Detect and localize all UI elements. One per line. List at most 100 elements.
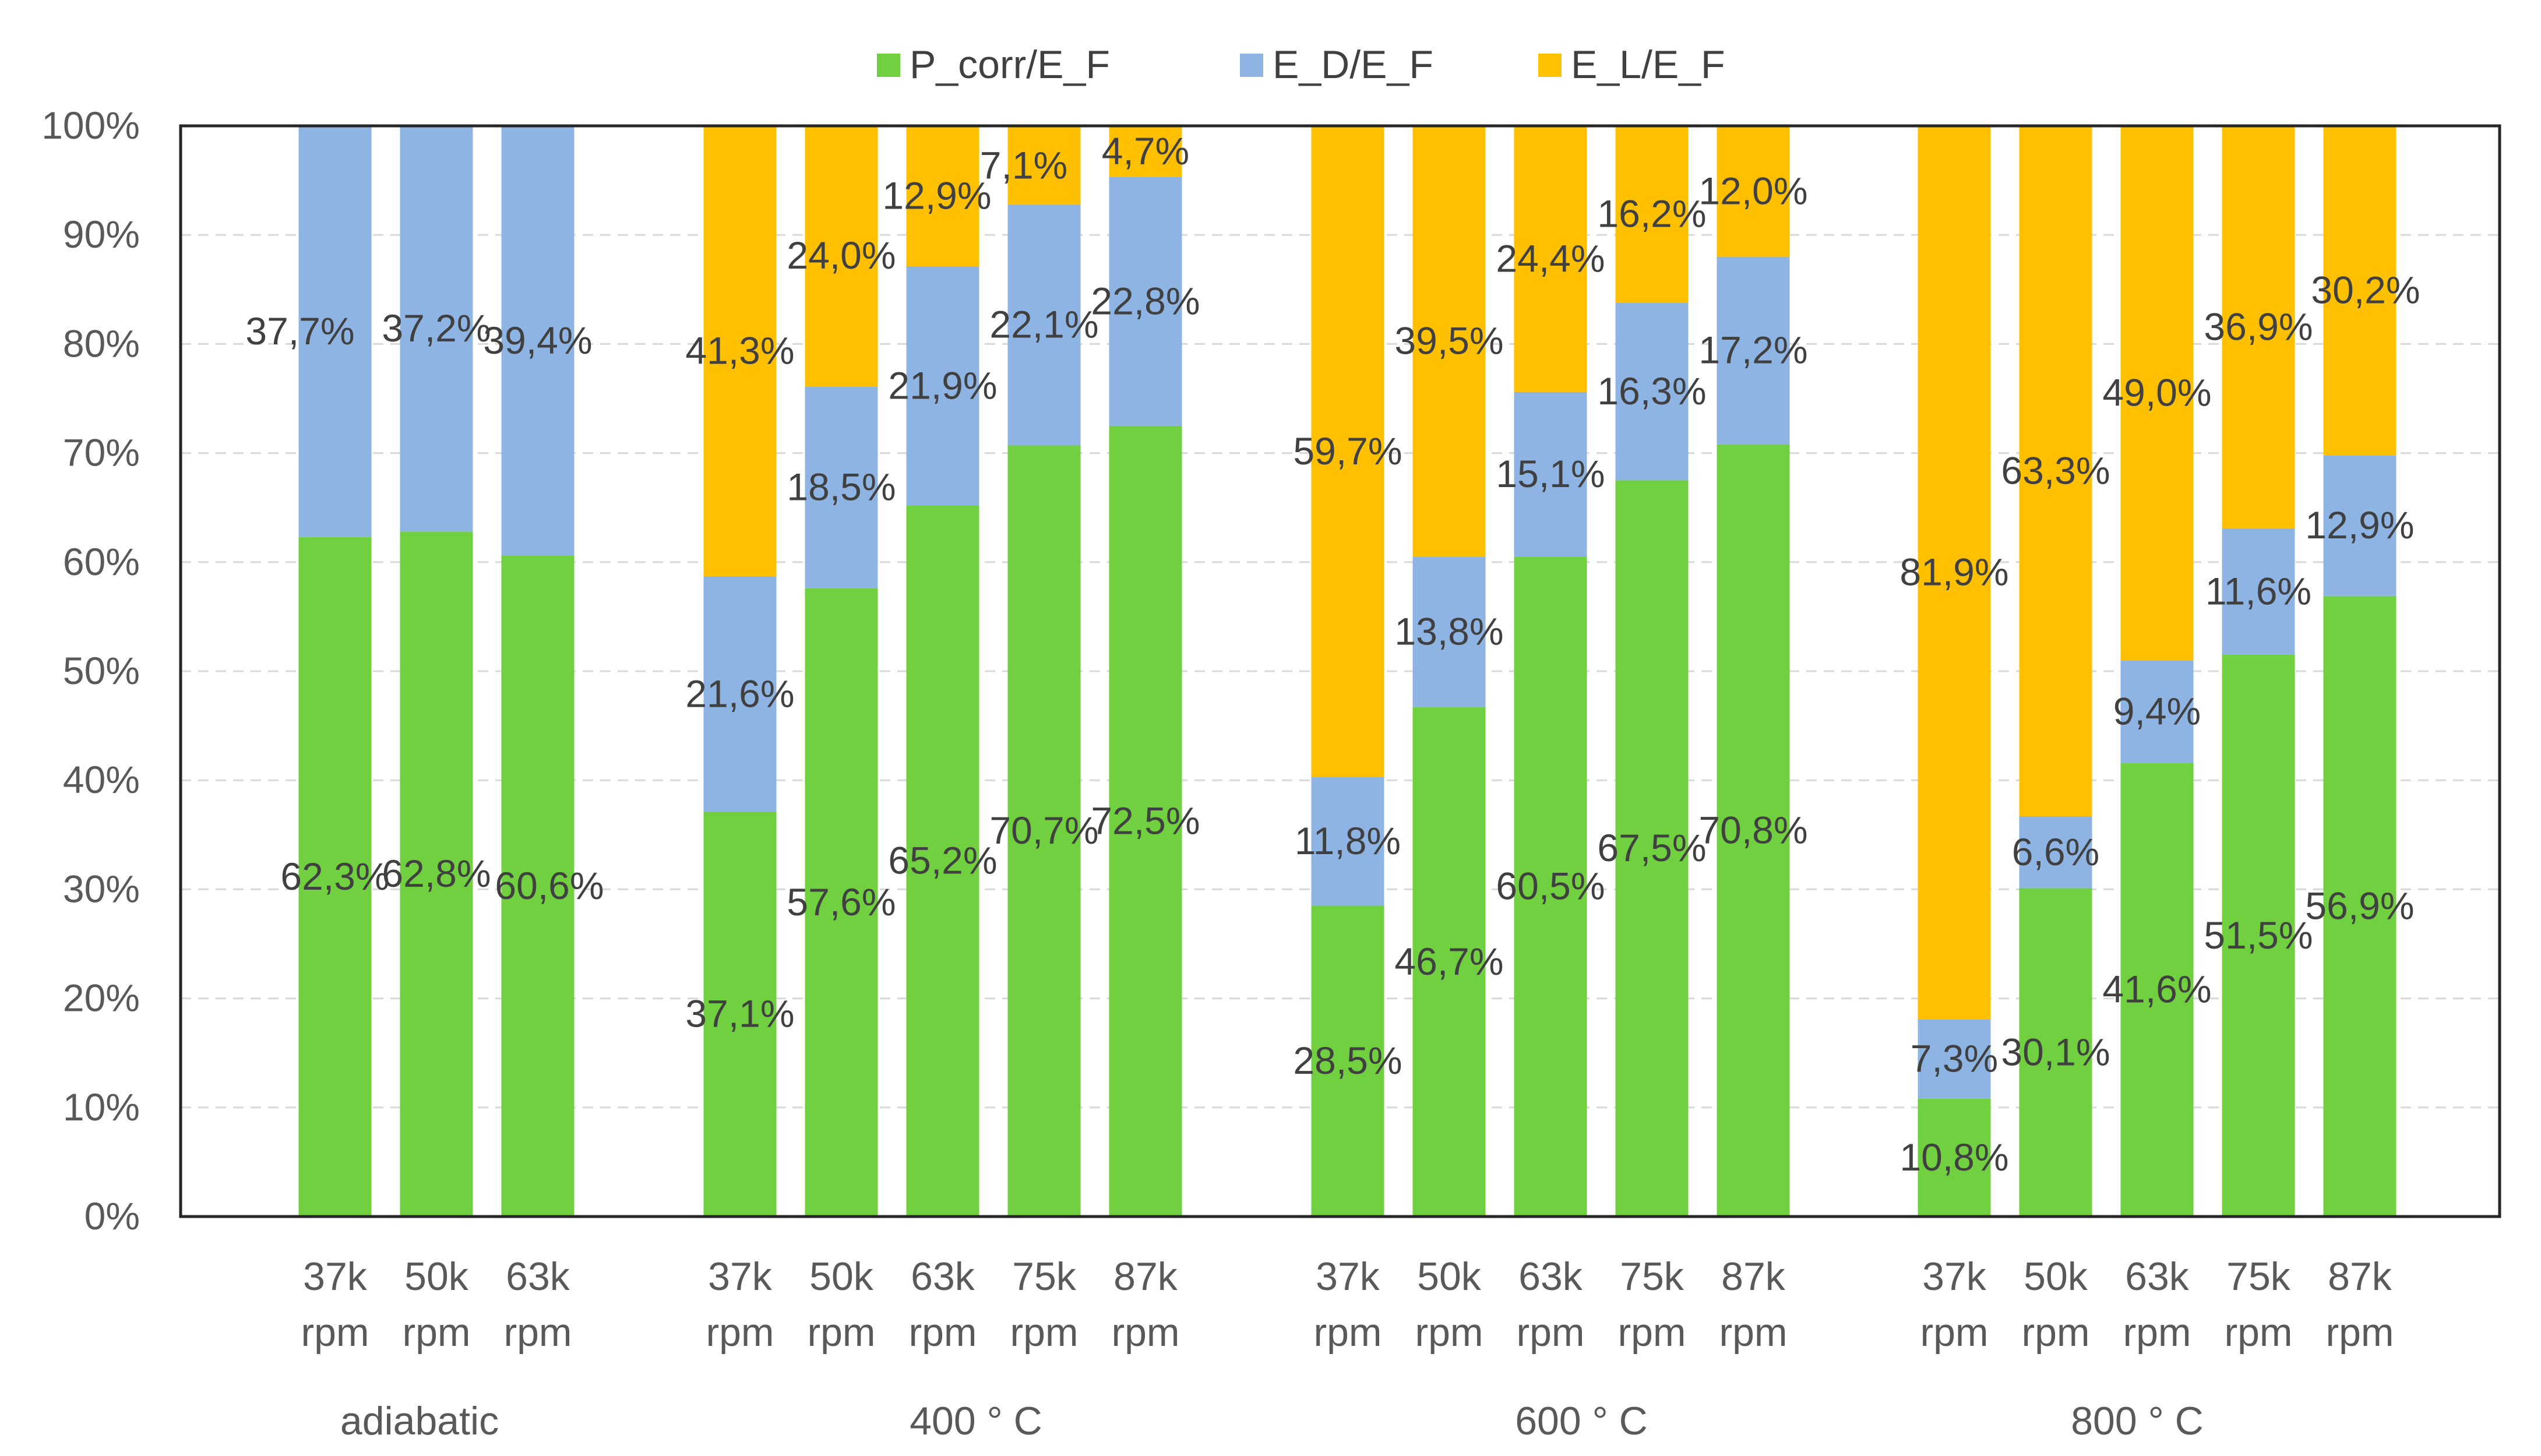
x-tick-label-unit: rpm (2021, 1310, 2089, 1355)
data-label: 7,1% (980, 143, 1067, 186)
x-tick-label: 50k (1417, 1254, 1482, 1299)
data-label: 37,1% (685, 992, 794, 1035)
data-label: 37,2% (382, 306, 491, 350)
x-tick-label: 63k (2125, 1254, 2190, 1299)
legend-swatch (877, 54, 900, 77)
x-tick-label-unit: rpm (1313, 1310, 1381, 1355)
x-tick-label-unit: rpm (1617, 1310, 1686, 1355)
bar-segment-p-corr-e-f (1311, 905, 1384, 1217)
data-labels: 62,3% 37,7% 62,8% 37,2% 60,6% 39,4% 37,1% 21,6%… (245, 129, 2420, 1179)
legend-label: P_corr/E_F (910, 43, 1110, 87)
bar-segment-e-l-e-f (805, 125, 878, 387)
bar-segment-p-corr-e-f (906, 505, 979, 1217)
bar-segment-e-d-e-f (298, 126, 372, 537)
bar-segment-p-corr-e-f (1615, 480, 1689, 1217)
data-label: 51,5% (2204, 914, 2313, 957)
bar-segment-p-corr-e-f (1412, 707, 1486, 1217)
data-label: 13,8% (1394, 610, 1503, 653)
data-label: 12,9% (882, 174, 991, 217)
bar-segment-e-d-e-f (1109, 177, 1182, 426)
data-label: 18,5% (787, 466, 896, 509)
data-label: 65,2% (888, 839, 997, 882)
data-label: 10,8% (1899, 1136, 2008, 1179)
legend: P_corr/E_F E_D/E_F E_L/E_F (877, 43, 1725, 87)
data-label: 6,6% (2012, 830, 2099, 873)
bar-segment-p-corr-e-f (501, 555, 575, 1217)
x-tick-label: 37k (1922, 1254, 1987, 1299)
data-label: 12,0% (1698, 169, 1807, 212)
x-tick-label-unit: rpm (503, 1310, 572, 1355)
bar-segment-p-corr-e-f (2120, 763, 2194, 1217)
y-tick-label: 0% (84, 1194, 140, 1238)
bar-segment-e-d-e-f (1717, 256, 1790, 445)
data-label: 17,2% (1698, 329, 1807, 372)
data-label: 16,2% (1597, 192, 1706, 235)
axes: 0% 10% 20% 30% 40% 50% 60% 70% 80% 90% 100% 37k rpm 5… (41, 104, 2501, 1443)
x-tick-label-unit: rpm (807, 1310, 875, 1355)
bar-segment-p-corr-e-f (1514, 556, 1587, 1217)
x-tick-label-unit: rpm (2224, 1310, 2292, 1355)
y-tick-label: 100% (41, 104, 140, 147)
data-label: 46,7% (1394, 940, 1503, 983)
data-label: 70,8% (1698, 808, 1807, 851)
bar-segment-e-d-e-f (1311, 777, 1384, 906)
bar-segment-p-corr-e-f (1109, 425, 1182, 1217)
bar-segment-e-d-e-f (2323, 455, 2396, 596)
bar-segment-e-l-e-f (1717, 126, 1790, 257)
bar-segment-e-l-e-f (1918, 126, 1991, 1020)
data-label: 41,6% (2102, 968, 2211, 1011)
data-label: 22,1% (989, 303, 1098, 346)
x-tick-label: 87k (1113, 1254, 1178, 1299)
x-tick-label: 37k (303, 1254, 368, 1299)
data-label: 24,0% (787, 234, 896, 277)
x-tick-label-unit: rpm (2123, 1310, 2191, 1355)
bar-segment-e-l-e-f (1514, 126, 1587, 392)
x-tick-label-unit: rpm (1415, 1310, 1483, 1355)
y-tick-label: 20% (63, 976, 140, 1020)
data-label: 9,4% (2113, 689, 2201, 732)
data-label: 39,4% (483, 319, 592, 362)
data-label: 62,3% (280, 855, 389, 898)
x-tick-label-unit: rpm (2325, 1310, 2394, 1355)
data-label: 7,3% (1911, 1037, 1998, 1080)
bar-segment-e-l-e-f (1412, 126, 1486, 557)
bar-segment-e-l-e-f (1615, 126, 1689, 303)
bar-segment-e-l-e-f (906, 126, 979, 267)
data-label: 39,5% (1394, 319, 1503, 362)
bar-segment-p-corr-e-f (2323, 595, 2396, 1217)
legend-label: E_D/E_F (1273, 43, 1433, 87)
x-tick-label-unit: rpm (1719, 1310, 1787, 1355)
bar-segment-e-l-e-f (1311, 126, 1384, 777)
bar-segment-e-d-e-f (805, 386, 878, 588)
group-label: 800 ° C (2071, 1399, 2204, 1443)
data-label: 72,5% (1091, 799, 1200, 842)
x-tick-label-unit: rpm (402, 1310, 470, 1355)
group-label: 600 ° C (1515, 1399, 1648, 1443)
data-label: 21,9% (888, 364, 997, 407)
bars (298, 125, 2396, 1217)
bar-segment-e-d-e-f (2120, 660, 2194, 763)
data-label: 57,6% (787, 880, 896, 923)
y-tick-label: 90% (63, 213, 140, 256)
data-label: 12,9% (2305, 503, 2414, 547)
data-label: 60,6% (495, 864, 604, 907)
bar-segment-p-corr-e-f (298, 537, 372, 1217)
bar-segment-e-d-e-f (2222, 528, 2295, 655)
x-tick-label-unit: rpm (908, 1310, 977, 1355)
x-tick-label: 75k (1012, 1254, 1077, 1299)
bar-segment-p-corr-e-f (1918, 1098, 1991, 1217)
x-tick-label: 50k (809, 1254, 874, 1299)
bar-segment-e-d-e-f (1514, 392, 1587, 557)
y-tick-label: 70% (63, 431, 140, 474)
bar-segment-e-d-e-f (2019, 816, 2092, 889)
data-label: 21,6% (685, 672, 794, 715)
bar-segment-e-d-e-f (400, 126, 473, 532)
bar-segment-p-corr-e-f (805, 588, 878, 1217)
data-label: 22,8% (1091, 279, 1200, 322)
bar-segment-e-l-e-f (2019, 126, 2092, 816)
x-tick-label: 75k (1620, 1254, 1684, 1299)
data-label: 11,8% (1295, 819, 1401, 862)
data-label: 16,3% (1597, 369, 1706, 413)
data-label: 4,7% (1102, 129, 1189, 172)
